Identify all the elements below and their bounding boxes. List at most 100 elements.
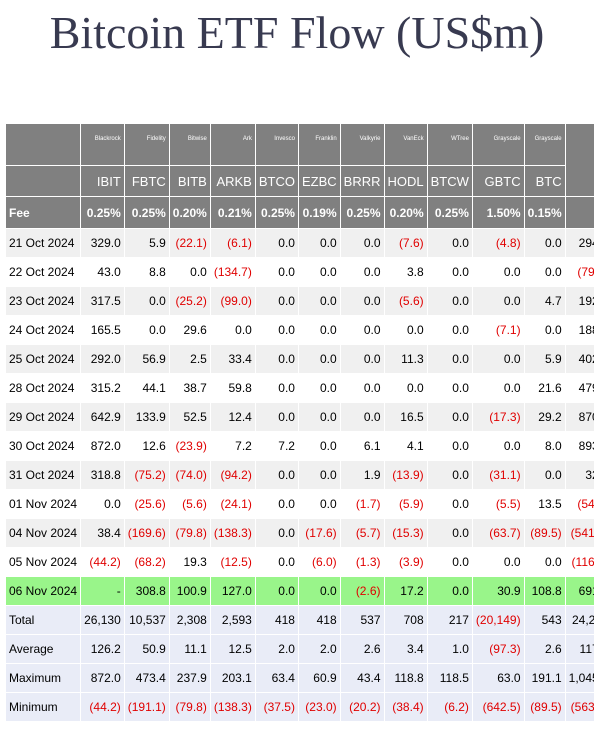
- summary-value: (79.8): [168, 692, 211, 722]
- flow-value: 0.0: [471, 286, 525, 316]
- flow-value: 33.4: [209, 344, 256, 374]
- summary-value: 418: [254, 605, 299, 635]
- flow-value: 0.0: [426, 315, 473, 345]
- summary-label: Total: [4, 605, 82, 635]
- flow-value: (5.5): [471, 489, 525, 519]
- flow-value: 0.0: [123, 315, 170, 345]
- date: 05 Nov 2024: [4, 547, 82, 577]
- flow-value: (23.9): [168, 431, 211, 461]
- summary-value: (563.7): [564, 692, 594, 722]
- summary-value: 12.5: [209, 634, 256, 664]
- summary-value: (38.4): [383, 692, 428, 722]
- flow-value: 29.2: [523, 402, 566, 432]
- fee-value: 0.19%: [297, 196, 341, 229]
- summary-value: 2.6: [339, 634, 385, 664]
- flow-value: (2.6): [339, 576, 385, 606]
- flow-value: (17.6): [297, 518, 341, 548]
- summary-value: (138.3): [209, 692, 256, 722]
- flow-value: 12.6: [123, 431, 170, 461]
- flow-value: 0.0: [426, 489, 473, 519]
- flow-value: (13.9): [383, 460, 428, 490]
- flow-value: 13.5: [523, 489, 566, 519]
- flow-value: 4.7: [523, 286, 566, 316]
- flow-value: (99.0): [209, 286, 256, 316]
- flow-value: (25.2): [168, 286, 211, 316]
- flow-value: 56.9: [123, 344, 170, 374]
- flow-value: 32.3: [564, 460, 594, 490]
- blank-cell: [4, 165, 82, 197]
- summary-value: 708: [383, 605, 428, 635]
- flow-row: 29 Oct 2024 642.9 133.9 52.5 12.4 0.0 0.0 0.0 16…: [4, 402, 594, 432]
- issuer: Ark: [209, 123, 256, 166]
- flow-value: (541.1): [564, 518, 594, 548]
- issuer: Blackrock: [80, 123, 125, 166]
- total-header: Total: [564, 123, 594, 197]
- fee-value: 0.25%: [80, 196, 125, 229]
- summary-value: 50.9: [123, 634, 170, 664]
- flow-value: 0.0: [383, 315, 428, 345]
- flow-row: 05 Nov 2024 (44.2) (68.2) 19.3 (12.5) 0.0 (6.0…: [4, 547, 594, 577]
- flow-value: 0.0: [523, 315, 566, 345]
- ticker: EZBC: [297, 165, 341, 197]
- summary-value: 26,130: [80, 605, 125, 635]
- flow-value: 0.0: [80, 489, 125, 519]
- ticker: BTCW: [426, 165, 473, 197]
- flow-row: 01 Nov 2024 0.0 (25.6) (5.6) (24.1) 0.0 0.0 (1.…: [4, 489, 594, 519]
- summary-value: 11.1: [168, 634, 211, 664]
- summary-value: (97.3): [471, 634, 525, 664]
- flow-value: 0.0: [471, 547, 525, 577]
- flow-value: (5.7): [339, 518, 385, 548]
- flow-value: (6.0): [297, 547, 341, 577]
- flow-value: 0.0: [254, 402, 299, 432]
- flow-value: 0.0: [471, 373, 525, 403]
- fee-value: 0.20%: [383, 196, 428, 229]
- etf-flow-table: Blackrock Fidelity Bitwise Ark Invesco Frankl…: [4, 123, 594, 722]
- flow-value: -: [80, 576, 125, 606]
- flow-value: 8.0: [523, 431, 566, 461]
- flow-value: (12.5): [209, 547, 256, 577]
- flow-value: 16.5: [383, 402, 428, 432]
- flow-row: 30 Oct 2024 872.0 12.6 (23.9) 7.2 7.2 0.0 6.1 4.…: [4, 431, 594, 461]
- flow-value: 100.9: [168, 576, 211, 606]
- flow-value: 19.3: [168, 547, 211, 577]
- flow-value: 38.4: [80, 518, 125, 548]
- summary-row: Average 126.2 50.9 11.1 12.5 2.0 2.0 2.6 3.4 1.0(…: [4, 634, 594, 664]
- summary-value: 63.0: [471, 663, 525, 693]
- summary-value: (20,149): [471, 605, 525, 635]
- flow-value: 0.0: [426, 373, 473, 403]
- summary-row: Maximum 872.0 473.4 237.9 203.1 63.4 60.9 43.4 1…: [4, 663, 594, 693]
- flow-value: 0.0: [297, 257, 341, 287]
- fee-label: Fee: [4, 196, 82, 229]
- title: Bitcoin ETF Flow (US$m): [49, 7, 545, 58]
- flow-value: 0.0: [254, 489, 299, 519]
- flow-value: 1.9: [339, 460, 385, 490]
- fee-value: 0.25%: [123, 196, 170, 229]
- date: 04 Nov 2024: [4, 518, 82, 548]
- flow-value: 30.9: [471, 576, 525, 606]
- flow-value: 21.6: [523, 373, 566, 403]
- flow-value: 691.0: [564, 576, 594, 606]
- flow-value: 0.0: [254, 286, 299, 316]
- flow-value: 5.9: [123, 228, 170, 258]
- date: 29 Oct 2024: [4, 402, 82, 432]
- flow-value: 0.0: [426, 547, 473, 577]
- blank-cell: [4, 123, 82, 166]
- summary-label: Average: [4, 634, 82, 664]
- flow-value: 329.0: [80, 228, 125, 258]
- flow-value: 6.1: [339, 431, 385, 461]
- flow-value: (7.1): [471, 315, 525, 345]
- summary-value: (20.2): [339, 692, 385, 722]
- flow-value: 4.1: [383, 431, 428, 461]
- summary-value: 2.0: [254, 634, 299, 664]
- flow-value: 43.0: [80, 257, 125, 287]
- summary-value: (642.5): [471, 692, 525, 722]
- flow-value: 29.6: [168, 315, 211, 345]
- flow-row: 06 Nov 2024-308.8 100.9 127.0 0.0 0.0 (2.6) 17…: [4, 576, 594, 606]
- date: 01 Nov 2024: [4, 489, 82, 519]
- date: 30 Oct 2024: [4, 431, 82, 461]
- flow-value: 0.0: [297, 460, 341, 490]
- summary-label: Minimum: [4, 692, 82, 722]
- flow-row: 23 Oct 2024 317.5 0.0 (25.2) (99.0) 0.0 0.0 0.0…: [4, 286, 594, 316]
- fee-value: 0.21%: [209, 196, 256, 229]
